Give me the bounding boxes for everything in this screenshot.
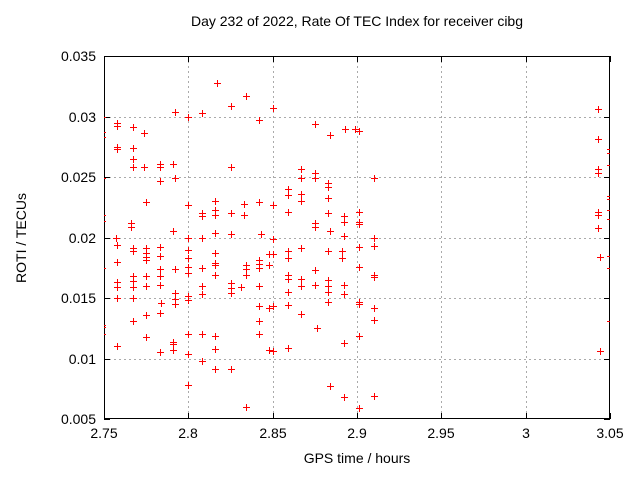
x-tick-label: 2.85 (259, 425, 286, 441)
x-tick-label: 2.95 (427, 425, 454, 441)
x-axis-label: GPS time / hours (303, 450, 411, 466)
y-tick-label: 0.02 (69, 230, 96, 246)
data-points-layer (104, 80, 610, 412)
y-tick-label: 0.03 (69, 109, 96, 125)
y-tick-label: 0.035 (61, 48, 96, 64)
x-tick-label: 3.05 (596, 425, 623, 441)
y-tick-label: 0.025 (61, 169, 96, 185)
y-tick-label: 0.015 (61, 290, 96, 306)
grid-lines (104, 56, 610, 419)
x-tick-label: 2.8 (178, 425, 198, 441)
x-tick-label: 3 (522, 425, 530, 441)
y-tick-label: 0.005 (61, 411, 96, 427)
axis-ticks (104, 56, 611, 420)
chart-title: Day 232 of 2022, Rate Of TEC Index for r… (190, 13, 524, 29)
y-tick-label: 0.01 (69, 351, 96, 367)
x-tick-label: 2.9 (347, 425, 367, 441)
x-tick-label: 2.75 (90, 425, 117, 441)
data-point-markers (104, 80, 610, 412)
